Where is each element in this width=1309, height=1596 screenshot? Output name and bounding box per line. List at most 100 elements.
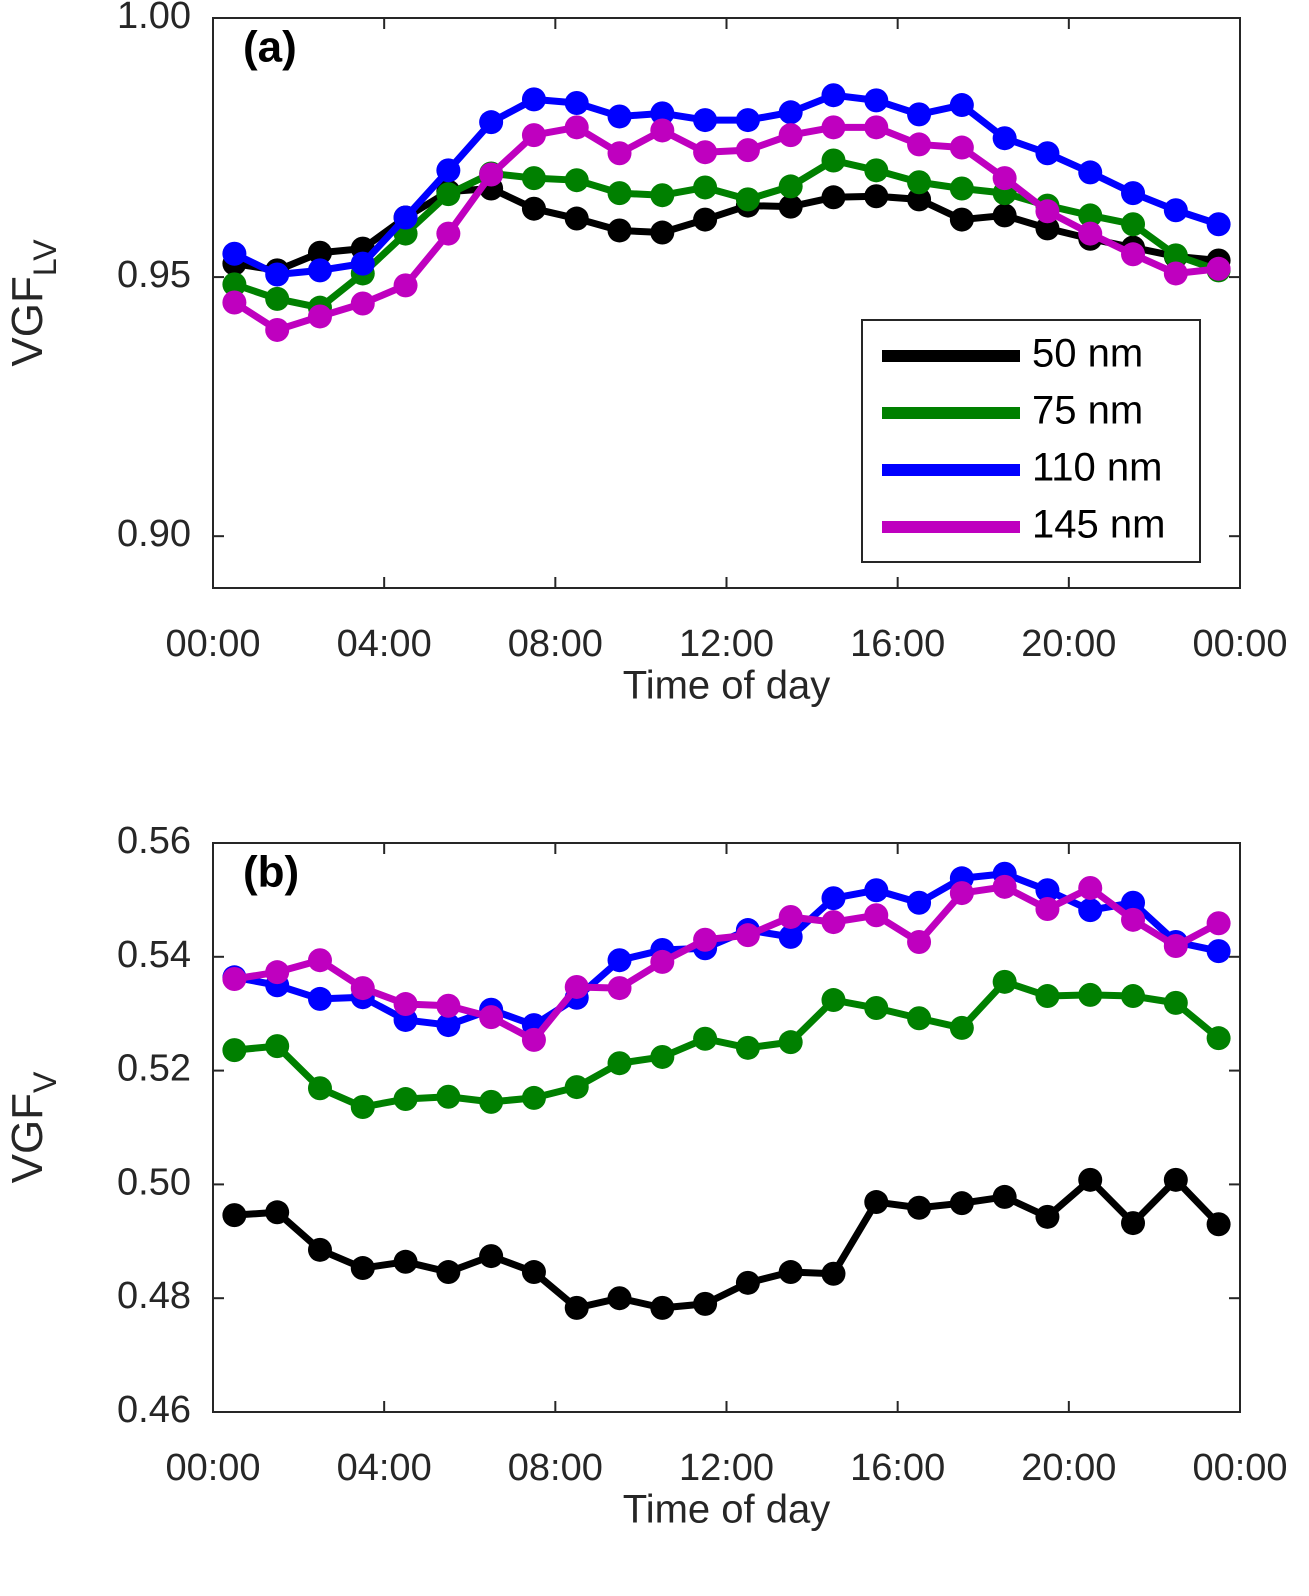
x-tick-label: 08:00: [508, 623, 603, 665]
data-point: [265, 960, 290, 985]
data-point: [1206, 911, 1231, 936]
data-point: [1206, 256, 1231, 281]
data-point: [1035, 199, 1060, 224]
data-point: [222, 1038, 247, 1063]
data-point: [735, 138, 760, 163]
data-point: [564, 115, 589, 140]
data-point: [1035, 897, 1060, 922]
data-point: [393, 273, 418, 298]
data-point: [521, 87, 546, 112]
data-point: [1163, 990, 1188, 1015]
data-point: [693, 1291, 718, 1316]
data-point: [778, 100, 803, 125]
x-axis-label: Time of day: [623, 664, 830, 708]
x-tick-label: 00:00: [165, 623, 260, 665]
data-point: [650, 101, 675, 126]
data-point: [735, 108, 760, 133]
data-point: [521, 166, 546, 191]
data-point: [1121, 212, 1146, 237]
data-point: [222, 966, 247, 991]
data-point: [821, 115, 846, 140]
data-point: [864, 88, 889, 113]
x-tick-label: 12:00: [679, 1447, 774, 1489]
data-point: [778, 1260, 803, 1285]
plot-area: [212, 842, 1241, 1413]
data-point: [693, 1026, 718, 1051]
data-point: [479, 1089, 504, 1114]
data-point: [393, 992, 418, 1017]
data-point: [564, 1075, 589, 1100]
y-tick-label: 0.54: [117, 934, 191, 976]
data-point: [864, 878, 889, 903]
data-point: [521, 1260, 546, 1285]
data-point: [607, 1286, 632, 1311]
x-tick-label: 04:00: [337, 1447, 432, 1489]
data-point: [693, 175, 718, 200]
data-point: [521, 1085, 546, 1110]
data-point: [265, 262, 290, 287]
x-tick-label: 08:00: [508, 1447, 603, 1489]
data-point: [778, 1030, 803, 1055]
data-point: [222, 290, 247, 315]
data-point: [778, 194, 803, 219]
legend-label: 145 nm: [1032, 503, 1165, 547]
data-point: [479, 1244, 504, 1269]
data-point: [735, 1035, 760, 1060]
data-point: [992, 874, 1017, 899]
y-tick-label: 0.56: [117, 820, 191, 862]
data-point: [307, 948, 332, 973]
data-point: [1121, 984, 1146, 1009]
data-point: [1078, 875, 1103, 900]
data-point: [650, 118, 675, 143]
panel-label: (b): [243, 848, 299, 897]
data-point: [436, 1084, 461, 1109]
data-point: [436, 1260, 461, 1285]
data-point: [436, 182, 461, 207]
data-point: [864, 158, 889, 183]
data-point: [821, 886, 846, 911]
data-point: [821, 1261, 846, 1286]
data-point: [1078, 898, 1103, 923]
data-point: [607, 141, 632, 166]
x-tick-label: 16:00: [850, 623, 945, 665]
data-point: [1121, 1211, 1146, 1236]
data-point: [1035, 141, 1060, 166]
data-point: [992, 126, 1017, 151]
data-point: [821, 185, 846, 210]
data-point: [949, 93, 974, 118]
data-point: [949, 176, 974, 201]
data-point: [265, 1034, 290, 1059]
data-point: [350, 291, 375, 316]
data-point: [907, 1195, 932, 1220]
data-point: [821, 910, 846, 935]
data-point: [864, 1190, 889, 1215]
data-point: [521, 196, 546, 221]
data-point: [864, 184, 889, 209]
data-point: [393, 1249, 418, 1274]
data-point: [778, 174, 803, 199]
y-tick-label: 1.00: [117, 0, 191, 37]
data-point: [521, 1027, 546, 1052]
data-point: [1078, 1167, 1103, 1192]
data-point: [436, 1013, 461, 1038]
data-point: [992, 166, 1017, 191]
data-point: [1206, 1026, 1231, 1051]
y-axis-label: VGFV: [3, 1071, 64, 1183]
x-tick-label: 00:00: [1192, 623, 1287, 665]
data-point: [222, 272, 247, 297]
data-point: [650, 1295, 675, 1320]
data-point: [350, 1095, 375, 1120]
data-point: [436, 993, 461, 1018]
data-point: [564, 168, 589, 193]
data-point: [479, 110, 504, 135]
data-point: [393, 1087, 418, 1112]
legend-label: 50 nm: [1032, 332, 1143, 376]
y-axis-label-sub: LV: [27, 239, 63, 276]
data-point: [307, 258, 332, 283]
y-axis-label-sub: V: [27, 1071, 63, 1093]
data-point: [436, 221, 461, 246]
data-point: [1121, 890, 1146, 915]
data-point: [265, 286, 290, 311]
x-tick-label: 00:00: [165, 1447, 260, 1489]
data-point: [479, 162, 504, 187]
